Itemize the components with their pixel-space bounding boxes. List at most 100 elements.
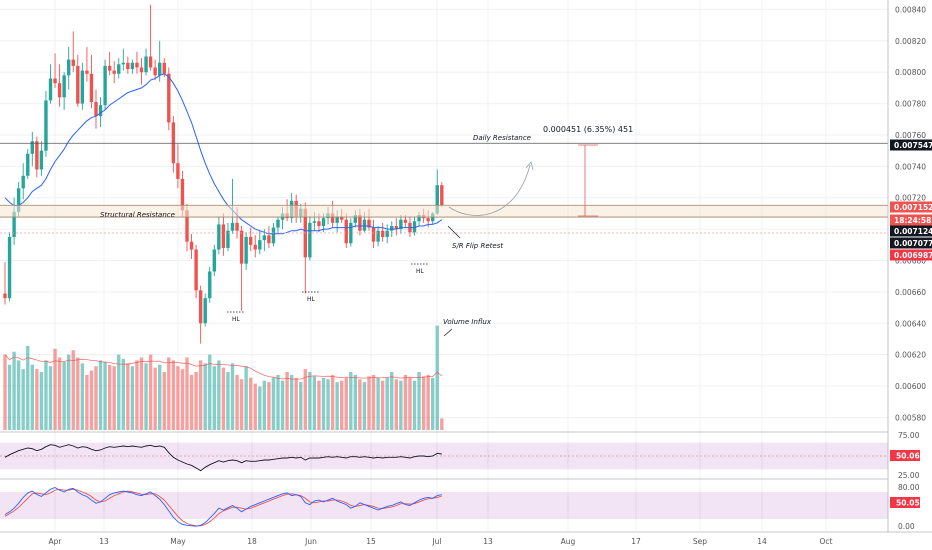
hl-label: HL (307, 296, 316, 303)
candle-body (76, 65, 80, 104)
volume-bar (376, 377, 380, 430)
projection-arrowhead (525, 161, 534, 171)
candle-body (94, 102, 98, 117)
daily-resistance-label: Daily Resistance (473, 134, 531, 142)
volume-bar (162, 372, 166, 430)
volume-bar (271, 377, 276, 430)
volume-bar (244, 366, 248, 430)
rsi-value-tag (890, 450, 920, 461)
volume-bar (208, 354, 212, 430)
candle-body (208, 271, 212, 299)
rsi-tick-label: 75.00 (898, 431, 920, 440)
candle-body (158, 62, 162, 76)
candle-body (244, 236, 248, 264)
volume-bar (217, 360, 221, 430)
price-tag-bg (890, 214, 932, 226)
volume-bar (53, 348, 57, 430)
candle-body (112, 70, 116, 74)
candle-body (235, 222, 239, 231)
volume-bar (176, 366, 180, 430)
volume-bar (67, 354, 71, 430)
candle-body (358, 215, 362, 231)
candle-body (135, 62, 139, 68)
candle-body (148, 56, 153, 68)
grid-lines (0, 0, 888, 530)
price-tag-label: 18:24:58 (894, 216, 931, 225)
stoch-d-line (4, 488, 442, 527)
candle-body (80, 70, 85, 104)
annotations-layer: Daily Resistance Structural Resistance S/R… (0, 125, 888, 337)
volume-bar (380, 380, 385, 430)
candle-body (362, 219, 367, 231)
volume-bar (12, 351, 16, 430)
candle-body (130, 62, 135, 70)
candle-body (107, 65, 112, 71)
candle-body (276, 219, 280, 228)
price-tick-label: 0.00620 (895, 351, 926, 360)
candle-body (12, 211, 16, 237)
candle-body (390, 225, 394, 231)
volume-bar (412, 380, 417, 430)
volume-bar (117, 354, 121, 430)
volume-bar (276, 374, 280, 430)
price-tag-label: 0.007124 (894, 227, 932, 236)
volume-bar (30, 364, 34, 430)
candle-body (217, 224, 221, 250)
volume-bar (7, 364, 12, 430)
candle-body (412, 221, 417, 233)
volume-bar (403, 374, 408, 430)
candle-body (30, 141, 34, 154)
volume-bar (235, 374, 239, 430)
volume-bar (16, 360, 21, 430)
candle-body (57, 83, 62, 98)
time-tick-label: Oct (820, 537, 833, 546)
volume-bar (253, 383, 257, 430)
volume-influx-label: Volume Influx (443, 318, 492, 326)
volume-bar (249, 377, 253, 430)
volume-bar (89, 370, 94, 430)
volume-bar (340, 380, 344, 430)
candle-body (26, 153, 30, 176)
volume-bar (103, 361, 107, 430)
candle-body (189, 241, 194, 250)
candle-body (230, 222, 235, 231)
volume-bar (194, 372, 198, 430)
volume-bar (435, 325, 439, 430)
price-candles[interactable] (3, 4, 444, 344)
volume-bar (353, 374, 358, 430)
candle-body (435, 185, 439, 214)
price-tag-bg (890, 225, 932, 237)
stoch-band (0, 492, 888, 519)
candle-body (53, 78, 57, 84)
volume-bar (349, 372, 353, 430)
candle-body (89, 73, 94, 103)
candle-body (35, 141, 39, 170)
volume-bar (135, 360, 139, 430)
sr-flip-arrow (447, 225, 461, 239)
price-tick-label: 0.00780 (895, 100, 926, 109)
candle-body (171, 122, 176, 164)
volume-bar (76, 357, 80, 430)
time-tick-label: 18 (247, 537, 257, 546)
volume-bar (3, 354, 7, 430)
candle-body (85, 70, 89, 74)
volume-bar (35, 369, 39, 430)
structural-resistance-label: Structural Resistance (100, 211, 175, 219)
candle-body (335, 216, 339, 223)
projection-path (448, 164, 531, 216)
candle-body (349, 222, 353, 244)
candle-body (385, 230, 389, 237)
candle-body (203, 298, 207, 324)
candle-body (317, 221, 321, 226)
volume-bar (321, 377, 326, 430)
structural-resistance-zone (0, 205, 888, 218)
candle-body (67, 59, 71, 76)
candle-body (44, 100, 48, 151)
price-tick-label: 0.00720 (895, 194, 926, 203)
sr-flip-label: S/R Flip Retest (452, 242, 503, 250)
stoch-value-tag (890, 497, 920, 508)
measure-label: 0.000451 (6.35%) 451 (543, 125, 633, 134)
candle-body (226, 230, 230, 248)
volume-bar (130, 366, 135, 430)
